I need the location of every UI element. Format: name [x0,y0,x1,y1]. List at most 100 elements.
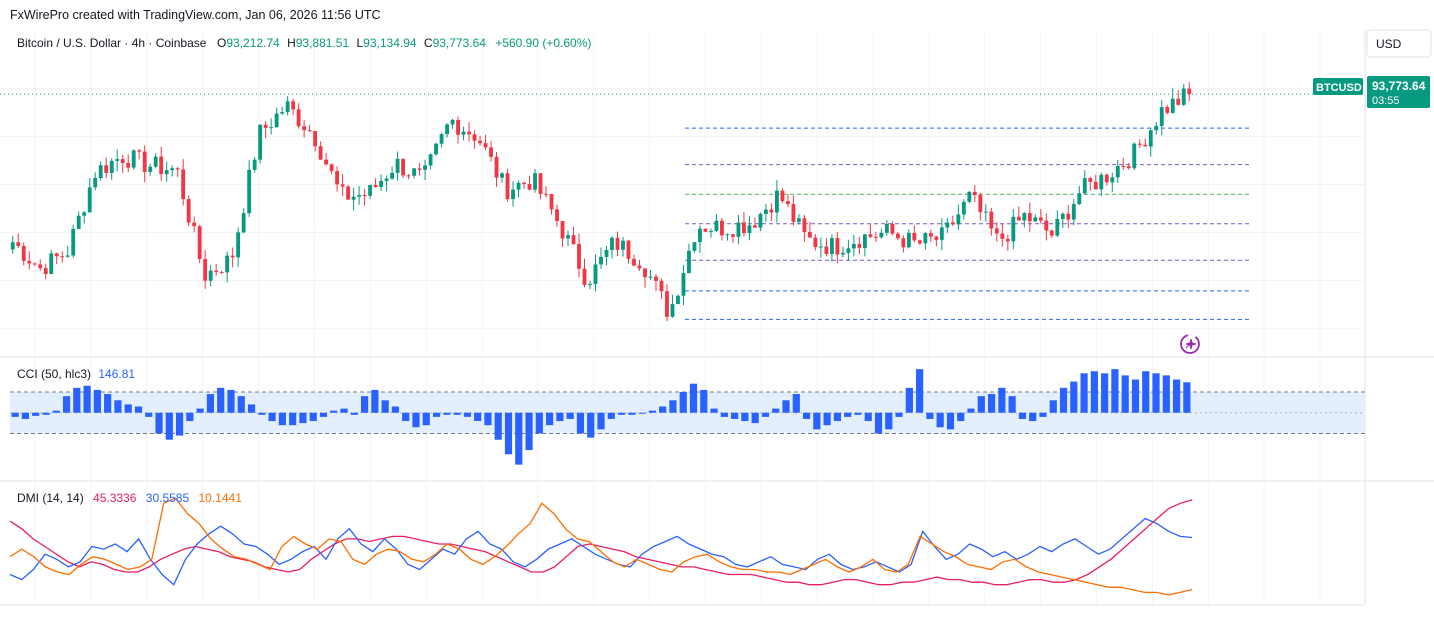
candle-body [384,178,389,182]
candle-body [423,165,427,170]
cci-bar [114,400,122,413]
candle-body [1132,143,1137,169]
candle-body [1055,218,1060,236]
cci-bar [330,410,338,413]
dmi-indicator [9,497,1193,596]
candle-body [21,246,26,261]
candle-body [505,173,510,200]
candle-body [1027,213,1032,222]
candle-body [1071,204,1076,220]
cci-bar [391,406,400,413]
candle-body [142,151,147,172]
candle-body [703,228,708,232]
candle-body [252,159,257,170]
price-tag-bg [1367,76,1430,108]
cci-bar [350,412,358,415]
candle-body [280,112,285,114]
candle-body [175,168,180,170]
candle-body [373,184,378,188]
candle-body [994,228,999,234]
candle-body [285,101,290,113]
candle-body [192,222,197,227]
cci-bar [700,389,708,413]
candle-body [835,238,840,255]
candle-body [494,156,499,178]
candle-body [1011,216,1016,242]
candle-body [1143,144,1148,147]
cci-bar [710,408,718,413]
cci-bar [751,412,759,424]
candle-body [1060,213,1065,219]
candle-body [879,232,884,238]
candle-body [351,196,356,200]
cci-bar [628,412,636,415]
cci-bar [957,412,965,422]
candle-body [956,214,961,225]
candle-body [709,230,713,232]
candle-body [928,233,933,237]
candle-body [1110,177,1115,183]
cci-bar [535,412,543,434]
cci-bar [340,408,348,413]
symbol-description[interactable]: Bitcoin / U.S. Dollar · 4h · Coinbase [17,36,207,50]
candle-body [1000,233,1005,239]
candle-body [131,150,136,168]
candle-body [840,252,845,255]
candle-body [516,182,521,190]
candle-body [214,270,219,272]
candle-body [120,159,125,163]
low-key: L [356,36,363,50]
candle-body [939,227,944,240]
cci-bar [926,412,934,419]
symbol-tag-bg [1313,78,1363,95]
candle-body [571,235,576,244]
candle-body [747,225,752,234]
cci-bar [443,412,451,415]
candle-body [857,243,862,248]
cci-bar [689,383,698,413]
candle-body [769,209,774,213]
candle-body [566,235,570,239]
currency-button[interactable] [1366,29,1432,58]
candle-body [687,250,691,274]
cci-legend[interactable]: CCI (50, hlc3) 146.81 [17,367,135,381]
cci-bar [679,391,687,413]
candle-body [362,195,367,197]
last-price-tag: BTCUSD 93,773.64 03:55 [1313,76,1430,108]
sparkle-icon[interactable] [1180,334,1200,354]
cci-bar [32,412,40,416]
candle-body [247,169,252,214]
cci-bar [504,412,513,455]
candle-body [1104,174,1109,183]
dmi-series-line [9,517,1193,586]
candle-body [1154,125,1159,131]
candle-body [758,213,763,228]
candle-body [49,253,54,274]
candle-body [225,255,230,273]
candle-body [648,276,653,278]
candle-body [676,295,680,305]
cci-bar [1018,412,1027,419]
candle-body [296,109,301,127]
candle-body [208,270,213,281]
candle-body [467,131,471,135]
candle-body [368,184,373,196]
fibonacci-retracement[interactable] [685,127,1250,320]
cci-bar [484,412,492,426]
candle-body [439,134,444,144]
candle-body [324,159,329,165]
candle-body [681,273,686,296]
cci-bar [741,412,749,422]
candle-body [274,113,279,128]
candle-body [1044,220,1049,231]
candle-body [335,171,340,185]
dmi-legend[interactable]: DMI (14, 14) 45.3336 30.5585 10.1441 [17,491,242,505]
candle-body [818,246,823,248]
candle-body [527,184,532,190]
candle-body [1088,178,1093,182]
cci-bar [587,412,595,438]
candle-body [802,218,807,232]
cci-bar [731,412,739,419]
candle-body [346,186,351,200]
